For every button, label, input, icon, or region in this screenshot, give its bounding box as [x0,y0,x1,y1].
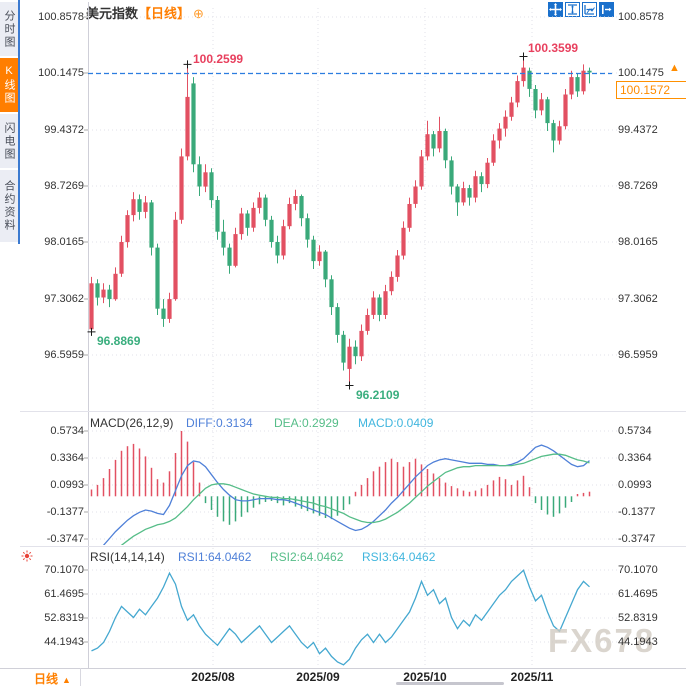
macd-hist-value: MACD:0.0409 [358,416,434,430]
crosshair-move-icon[interactable] [548,2,563,17]
sidebar-tab-contract-info[interactable]: 合约资料 [0,170,18,242]
rsi2-value: RSI2:64.0462 [270,550,344,564]
bottom-bar-divider [80,668,81,686]
plot-left-border [88,2,89,668]
export-icon[interactable] [599,2,614,17]
price-up-arrow-icon: ▲ [669,62,680,74]
sidebar-tab-kline-chart[interactable]: K线图 [0,58,18,112]
chevron-up-icon: ▲ [62,675,71,685]
last-price-badge: 100.1572 [616,81,686,99]
macd-diff-value: DIFF:0.3134 [186,416,253,430]
horizontal-scrollbar[interactable] [396,682,504,685]
period-selector[interactable]: 日线 ▲ [34,672,71,686]
sidebar-tab-lightning-chart[interactable]: 闪电图 [0,114,18,168]
fit-horizontal-icon[interactable] [582,2,597,17]
sidebar-rail [18,0,20,244]
add-indicator-icon[interactable]: ⊕ [193,6,204,21]
bottom-bar [0,668,686,686]
instrument-title: 美元指数 [86,6,139,21]
watermark: FX678 [548,622,656,659]
high-annotation-november: 100.3599 [528,41,579,55]
chart-toolbar [548,2,614,17]
low-annotation-september: 96.2109 [356,388,400,402]
rsi-title: RSI(14,14,14) [90,550,165,564]
indicator-settings-sun-icon[interactable] [21,549,33,567]
low-annotation-july: 96.8869 [97,334,141,348]
sidebar-tab-time-chart[interactable]: 分时图 [0,2,18,56]
chart-header: 美元指数【日线】 ⊕ [86,3,204,22]
high-annotation-july: 100.2599 [193,52,244,66]
rsi1-value: RSI1:64.0462 [178,550,252,564]
macd-title: MACD(26,12,9) [90,416,174,430]
macd-panel-separator [20,411,686,412]
rsi3-value: RSI3:64.0462 [362,550,436,564]
rsi-panel-separator [20,546,686,547]
period-tag: 【日线】 [138,6,191,21]
macd-dea-value: DEA:0.2929 [274,416,339,430]
fit-vertical-icon[interactable] [565,2,580,17]
